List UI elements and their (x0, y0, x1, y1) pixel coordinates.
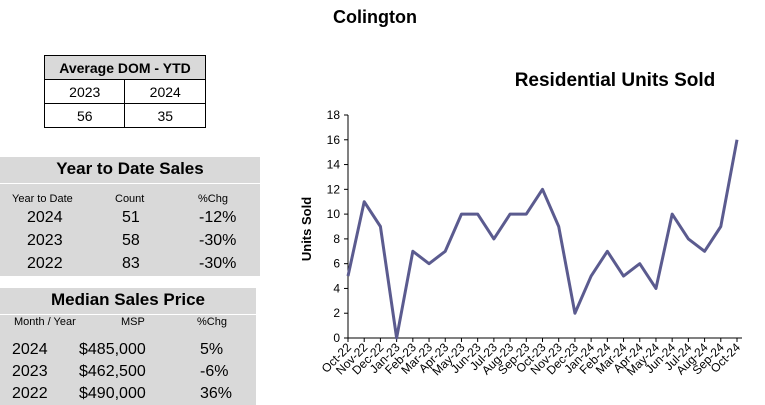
average-dom-year: 2023 (43, 79, 126, 104)
average-dom-table: Average DOM - YTD 2023 2024 56 35 (43, 55, 206, 128)
median-row-chg: 36% (200, 385, 233, 402)
median-row-year: 2022 (12, 385, 48, 402)
ytd-row-count: 58 (122, 232, 140, 249)
ytd-row-year: 2022 (27, 255, 63, 272)
average-dom-value: 35 (124, 103, 206, 128)
ytd-sales-panel: Year to Date Sales Year to Date Count %C… (0, 157, 260, 276)
y-tick-label: 12 (327, 182, 341, 196)
y-tick-label: 10 (327, 207, 341, 221)
ytd-row-chg: -30% (199, 255, 237, 272)
chart-title: Residential Units Sold (515, 70, 716, 91)
y-tick-label: 18 (327, 108, 341, 122)
units-sold-chart: Residential Units Sold Units Sold 0 2 4 6 8 1… (299, 70, 743, 378)
series-line-units-sold (346, 139, 739, 340)
ytd-col-header-chg: %Chg (198, 193, 228, 205)
y-tick-label: 14 (327, 158, 341, 172)
median-sales-panel: Median Sales Price Month / Year MSP %Chg… (0, 288, 256, 405)
y-tick-label: 8 (333, 232, 340, 246)
y-tick-label: 6 (333, 257, 340, 271)
ytd-col-header-year: Year to Date (12, 193, 73, 205)
median-row-msp: $485,000 (79, 341, 146, 358)
ytd-row-year: 2023 (27, 232, 63, 249)
x-axis: Oct-22Nov-22Dec-22Jan-23Feb-23Mar-23Apr-… (319, 338, 743, 378)
ytd-row-year: 2024 (27, 209, 63, 226)
median-col-header-msp: MSP (121, 316, 145, 328)
y-axis: 0 2 4 6 8 10 12 14 16 18 (327, 108, 348, 345)
ytd-divider (0, 183, 260, 184)
median-col-header-month: Month / Year (14, 316, 76, 328)
page-title: Colington (333, 7, 417, 27)
average-dom-header: Average DOM - YTD (44, 55, 206, 80)
y-tick-label: 4 (333, 281, 340, 295)
ytd-row-count: 83 (122, 255, 140, 272)
median-sales-title: Median Sales Price (50, 290, 206, 309)
median-col-header-chg: %Chg (197, 316, 227, 328)
y-axis-title: Units Sold (299, 197, 314, 261)
median-row-msp: $490,000 (79, 385, 146, 402)
median-row-year: 2023 (12, 363, 48, 380)
median-row-msp: $462,500 (79, 363, 146, 380)
median-row-year: 2024 (12, 341, 48, 358)
median-row-chg: 5% (200, 341, 224, 358)
ytd-col-header-count: Count (115, 193, 145, 205)
median-row-chg: -6% (200, 363, 229, 380)
average-dom-year: 2024 (124, 79, 206, 104)
y-tick-label: 16 (327, 133, 341, 147)
y-tick-label: 2 (333, 306, 340, 320)
ytd-sales-title: Year to Date Sales (56, 159, 204, 178)
ytd-row-chg: -12% (199, 209, 237, 226)
average-dom-value: 56 (43, 103, 126, 128)
median-divider (0, 314, 256, 315)
ytd-row-count: 51 (122, 209, 140, 226)
y-tick-label: 0 (333, 331, 340, 345)
ytd-row-chg: -30% (199, 232, 237, 249)
